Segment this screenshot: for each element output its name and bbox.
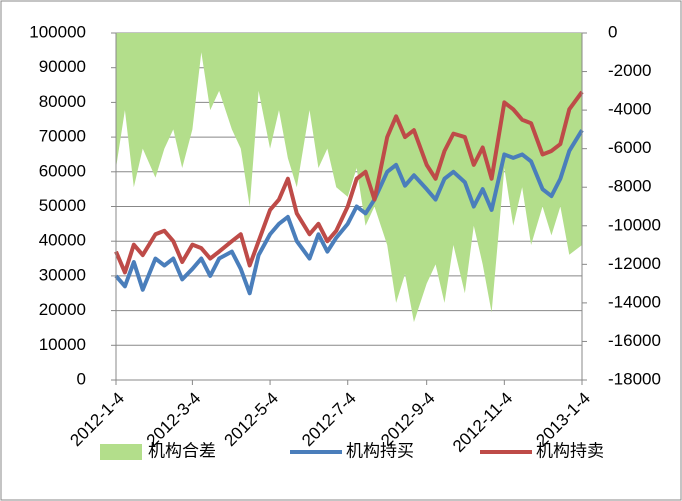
y-tick-label: 0	[77, 369, 86, 388]
legend-label: 机构持买	[346, 441, 414, 460]
y-tick-label: 30000	[39, 265, 86, 284]
y-tick-label: 80000	[39, 92, 86, 111]
y-tick-label: 40000	[39, 231, 86, 250]
legend-swatch	[100, 444, 142, 460]
y-tick-label: 50000	[39, 196, 86, 215]
line	[114, 129, 584, 296]
area	[116, 33, 582, 323]
line	[114, 90, 584, 275]
y-tick-label: 90000	[39, 57, 86, 76]
y-tick-label: 10000	[39, 335, 86, 354]
y2-tick-label: -10000	[608, 215, 661, 234]
y2-tick-label: -2000	[608, 61, 651, 80]
y-tick-label: 100000	[29, 22, 86, 41]
y2-tick-label: -4000	[608, 100, 651, 119]
y2-tick-label: -6000	[608, 138, 651, 157]
y-tick-label: 60000	[39, 161, 86, 180]
y2-tick-label: -16000	[608, 331, 661, 350]
y2-tick-label: -12000	[608, 254, 661, 273]
y2-tick-label: -18000	[608, 369, 661, 388]
y-tick-label: 20000	[39, 300, 86, 319]
y2-tick-label: 0	[608, 22, 617, 41]
y2-tick-label: -8000	[608, 177, 651, 196]
legend-label: 机构持卖	[536, 441, 604, 460]
y-tick-label: 70000	[39, 127, 86, 146]
y2-tick-label: -14000	[608, 292, 661, 311]
legend-label: 机构合差	[148, 441, 216, 460]
